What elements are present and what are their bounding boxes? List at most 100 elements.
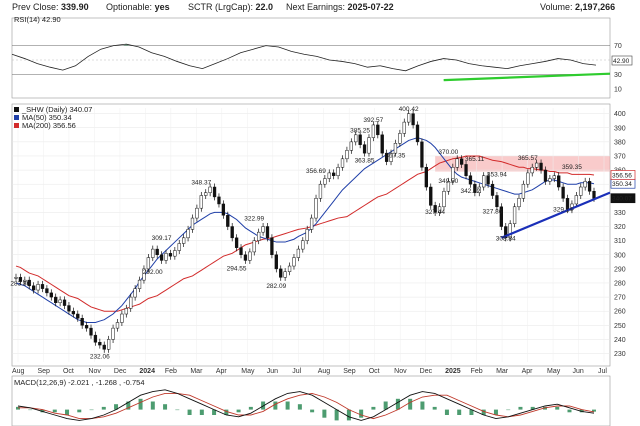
macd-histogram-bar (371, 406, 376, 410)
candle-body (212, 186, 217, 198)
price-last-value: 350.34 (612, 181, 632, 188)
candle-body (415, 124, 420, 143)
candle-body (336, 167, 340, 176)
candle-body (579, 186, 583, 196)
legend-swatch (14, 123, 19, 128)
macd-histogram-bar (408, 398, 413, 410)
candle-body (115, 322, 120, 329)
price-y-tick-label: 390 (614, 125, 626, 132)
candle-body (168, 253, 173, 257)
candle-body (552, 175, 556, 179)
candle-body (182, 237, 186, 244)
candle-body (495, 195, 499, 208)
candle-body (58, 299, 62, 303)
candle-body (367, 137, 371, 154)
candle-body (314, 198, 318, 219)
price-y-tick-label: 320 (614, 224, 626, 231)
candle-body (455, 158, 459, 168)
price-y-tick-label: 300 (614, 252, 626, 259)
candle-body (318, 183, 323, 199)
candle-body (521, 183, 526, 199)
price-annotation: 353.94 (487, 172, 507, 179)
rsi-trendline (443, 72, 611, 82)
price-y-tick-label: 240 (614, 337, 626, 344)
price-annotation: 282.09 (266, 283, 286, 290)
candle-body (265, 226, 270, 239)
price-x-tick-label: Oct (63, 368, 74, 375)
price-y-tick-label: 370 (614, 153, 626, 160)
macd-histogram-bar (65, 409, 70, 415)
price-x-tick-label: Mar (496, 368, 509, 375)
macd-panel: MACD(12,26,9) -2.021 , -1.268 , -0.754 (11, 375, 611, 426)
candle-body (398, 133, 402, 144)
candle-body (362, 144, 367, 154)
candle-body (407, 113, 411, 123)
price-x-tick-label: Nov (394, 368, 407, 375)
macd-histogram-bar (481, 409, 486, 415)
candle-body (71, 310, 76, 315)
candle-body (486, 175, 490, 185)
candle-body (287, 265, 292, 272)
candle-body (89, 327, 93, 336)
candle-body (164, 253, 168, 261)
candle-body (499, 206, 503, 227)
price-panel: 4003903803703603503403303203103002902802… (10, 103, 636, 375)
macd-histogram-bar (224, 409, 229, 415)
price-x-tick-label: Jun (267, 368, 278, 375)
price-y-tick-label: 400 (614, 111, 626, 118)
price-candles (14, 110, 596, 353)
rsi-tick-label: 70 (614, 43, 622, 50)
candle-body (402, 121, 406, 134)
candle-body (76, 313, 80, 319)
price-grid (12, 108, 610, 362)
candle-body (332, 172, 336, 176)
candle-body (40, 284, 45, 289)
price-last-value: 356.56 (612, 172, 632, 179)
candle-body (437, 206, 442, 213)
macd-signal-line (18, 392, 595, 420)
candle-body (358, 134, 362, 145)
price-x-tick-label: Aug (12, 368, 25, 375)
candle-body (190, 217, 195, 230)
candle-body (451, 167, 455, 182)
macd-histogram-bar (150, 401, 155, 410)
price-x-ticks: Aug Sep Oct Nov Dec 2024 Feb Mar Apr May Jun Jul Aug… (12, 368, 607, 375)
legend-swatch (14, 107, 19, 112)
price-x-tick-label: 2025 (445, 368, 461, 375)
candle-body (384, 152, 389, 162)
rsi-tick-label: 30 (614, 72, 622, 79)
candle-body (120, 313, 124, 323)
rsi-ticks: 70503010 (614, 43, 622, 93)
macd-histogram-bar (114, 404, 119, 410)
candle-body (526, 172, 530, 185)
price-last-value-box (610, 193, 636, 204)
candle-body (217, 196, 221, 205)
price-annotation: 292.00 (143, 269, 163, 276)
candle-body (208, 186, 212, 193)
price-trendline (500, 191, 611, 239)
price-y-ticks: 4003903803703603503403303203103002902802… (614, 111, 626, 358)
price-last-value-box (610, 170, 636, 180)
candle-body (477, 186, 481, 193)
price-x-tick-label: Jul (292, 368, 301, 375)
candle-body (243, 254, 248, 261)
candle-body (309, 217, 314, 230)
price-annotation: 392.57 (363, 117, 383, 124)
rsi-panel: 70503010 RSI(14) 42.90 42.90 (11, 15, 633, 99)
candle-body (464, 164, 468, 176)
candle-body (18, 277, 23, 282)
price-annotation: 232.06 (90, 354, 110, 361)
legend-label: _SHW (Daily) 340.07 (21, 105, 92, 114)
macd-histogram-bar (555, 406, 560, 410)
candle-body (102, 344, 106, 350)
candle-body (93, 334, 98, 343)
price-annotation: 400.42 (399, 106, 419, 113)
legend-swatch (14, 115, 19, 120)
macd-histogram-bar (346, 409, 351, 421)
macd-line (17, 389, 595, 421)
candle-body (142, 268, 146, 281)
candle-body (380, 134, 384, 154)
price-y-tick-label: 230 (614, 351, 626, 358)
macd-histogram-bar (493, 409, 498, 415)
